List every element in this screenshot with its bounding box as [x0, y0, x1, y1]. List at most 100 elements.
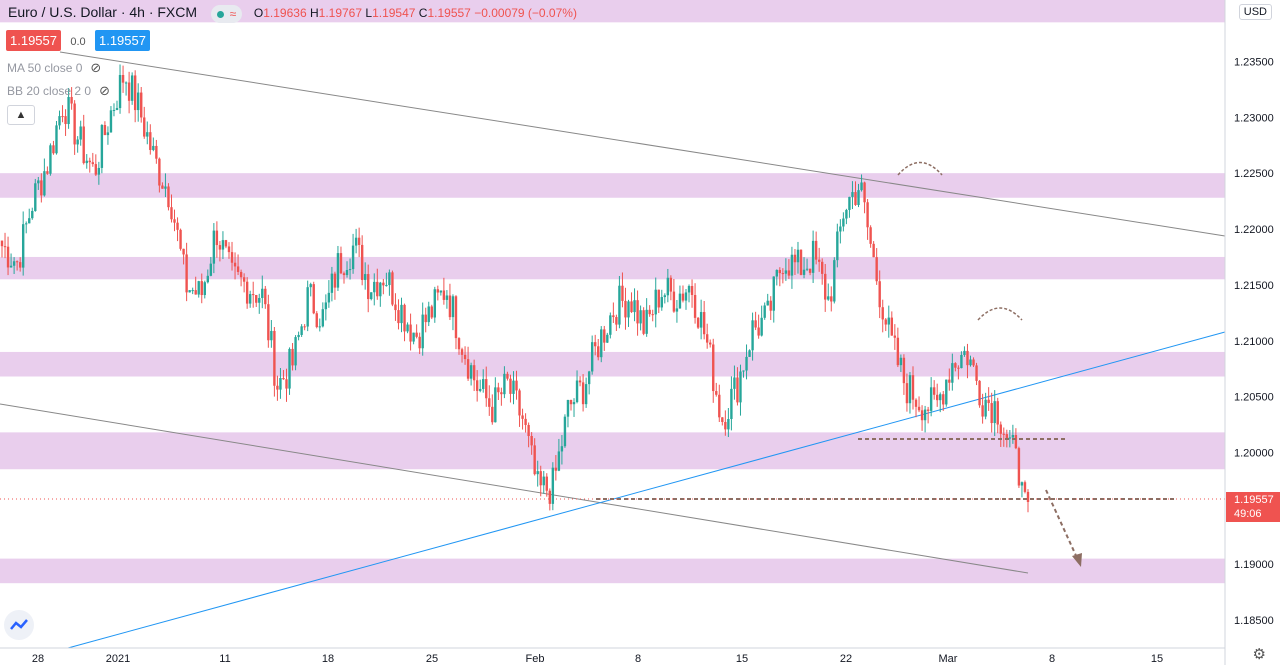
candle-body [969, 359, 972, 366]
symbol-title[interactable]: Euro / U.S. Dollar · 4h · FXCM [8, 4, 198, 20]
candle-body [64, 116, 67, 125]
channel-upper-line [59, 51, 1226, 237]
candle-body [345, 270, 349, 276]
candle-body [324, 302, 328, 310]
candle-body [15, 261, 19, 263]
candle-body [191, 290, 194, 292]
candle-body [926, 409, 930, 411]
y-tick-label: 1.19000 [1234, 559, 1274, 571]
candle-body [230, 252, 234, 263]
zone-2 [0, 256, 1225, 280]
candle-body [972, 359, 975, 366]
candle-body [805, 268, 809, 270]
gear-icon[interactable]: ⚙ [1252, 646, 1266, 663]
indicator-bb[interactable]: BB 20 close 2 0 ⊘ [7, 83, 110, 98]
candle-body [857, 190, 860, 205]
candle-body [981, 405, 984, 417]
candle-body [433, 289, 436, 318]
candle-body [442, 290, 446, 300]
candle-body [581, 382, 585, 405]
x-tick-label: 15 [736, 653, 748, 665]
candle-body [902, 357, 906, 384]
candle-body [351, 245, 355, 270]
zone-1 [0, 173, 1225, 198]
candle-body [908, 375, 912, 404]
candlestick-series [0, 64, 1030, 513]
candle-body [248, 294, 252, 304]
quote-row: 1.19557 0.0 1.19557 [6, 30, 150, 51]
candle-body [236, 266, 240, 272]
zone-0 [0, 0, 1225, 23]
collapse-legend-button[interactable]: ▲ [7, 105, 35, 125]
x-tick-label: 28 [32, 653, 44, 665]
candle-body [733, 377, 736, 389]
candle-body [966, 350, 969, 366]
candle-body [76, 139, 79, 145]
candle-body [164, 186, 167, 189]
candle-body [273, 330, 276, 386]
indicator-ma[interactable]: MA 50 close 0 ⊘ [7, 60, 102, 75]
candle-body [954, 363, 957, 368]
last-price-tag: 1.19557 49:06 [1226, 492, 1280, 522]
candle-body [636, 300, 639, 324]
candle-body [869, 227, 872, 244]
candle-body [584, 384, 588, 405]
candle-body [255, 294, 258, 303]
candle-body [978, 380, 981, 406]
eye-off-icon[interactable]: ⊘ [99, 83, 110, 98]
candle-body [742, 370, 745, 372]
candle-body [466, 359, 470, 379]
candle-body [212, 230, 216, 264]
candle-body [893, 335, 897, 338]
candle-body [40, 180, 43, 196]
candle-body [627, 301, 630, 318]
candle-body [12, 261, 16, 266]
x-tick-label: 22 [840, 653, 852, 665]
candle-body [932, 387, 936, 395]
currency-label[interactable]: USD [1238, 4, 1272, 20]
candle-body [315, 313, 318, 328]
candle-body [488, 398, 491, 407]
candle-body [500, 392, 503, 395]
candle-body [239, 271, 243, 278]
candle-body [624, 300, 627, 318]
candle-body [923, 409, 927, 421]
candle-body [306, 287, 309, 327]
candle-body [836, 231, 839, 261]
candle-body [403, 304, 406, 332]
market-status-pill[interactable]: ≈ [210, 4, 243, 23]
candle-body [112, 109, 116, 111]
candle-body [291, 348, 294, 366]
candle-body [833, 260, 836, 302]
candle-body [258, 297, 261, 303]
candle-body [542, 476, 545, 486]
candle-body [436, 289, 440, 293]
candle-body [884, 319, 887, 325]
candle-body [715, 391, 718, 395]
zone-5 [0, 558, 1225, 584]
x-tick-label: 2021 [106, 653, 130, 665]
candle-body [270, 330, 273, 341]
eye-off-icon[interactable]: ⊘ [90, 60, 102, 75]
candle-body [957, 367, 960, 369]
candle-body [475, 380, 479, 391]
y-tick-label: 1.23000 [1234, 112, 1274, 124]
candle-body [645, 309, 648, 334]
sell-button[interactable]: 1.19557 [6, 30, 61, 51]
candle-body [654, 289, 657, 315]
zone-4 [0, 432, 1225, 470]
tradingview-logo-icon[interactable] [4, 610, 34, 640]
y-tick-label: 1.21000 [1234, 336, 1274, 348]
candle-body [58, 116, 61, 126]
candle-body [1008, 437, 1012, 439]
candle-body [745, 356, 748, 371]
candle-body [709, 342, 712, 345]
candle-body [224, 240, 228, 247]
candle-body [415, 332, 418, 337]
market-open-dot-icon [216, 10, 224, 18]
candle-body [929, 387, 933, 411]
buy-button[interactable]: 1.19557 [94, 30, 150, 51]
candle-body [451, 296, 455, 318]
candle-body [860, 182, 863, 191]
